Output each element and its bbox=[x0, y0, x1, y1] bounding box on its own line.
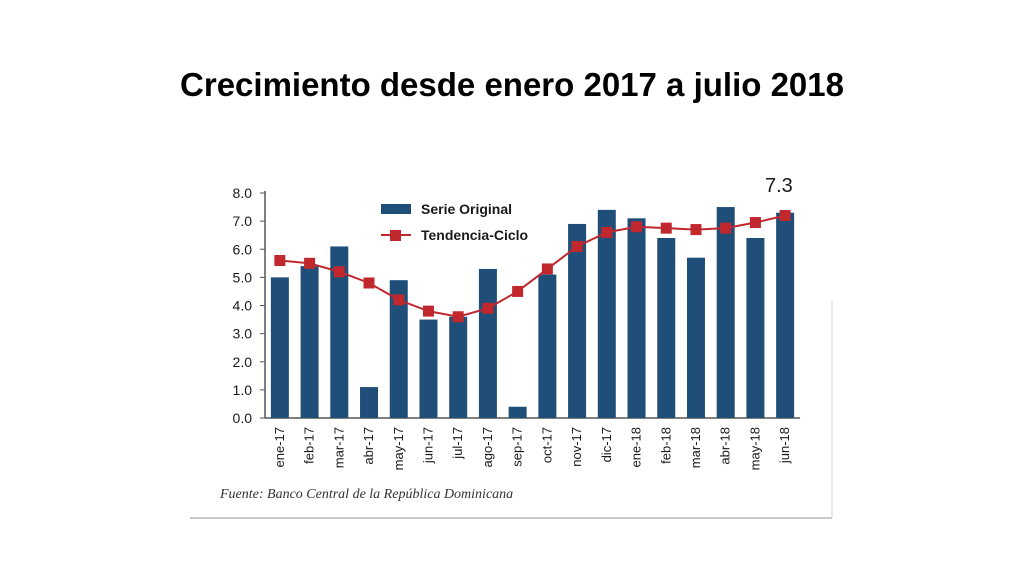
y-tick-label: 7.0 bbox=[233, 213, 253, 229]
trend-point bbox=[631, 221, 643, 233]
trend-point bbox=[749, 217, 761, 229]
trend-point bbox=[482, 302, 494, 314]
bar bbox=[300, 266, 319, 418]
bar bbox=[568, 223, 587, 418]
trend-point bbox=[720, 222, 732, 234]
trend-point bbox=[571, 240, 583, 252]
x-tick-label: ene-18 bbox=[629, 427, 644, 467]
slide-title: Crecimiento desde enero 2017 a julio 201… bbox=[180, 66, 844, 103]
x-tick-label: may-18 bbox=[747, 427, 762, 470]
trend-point bbox=[690, 224, 702, 236]
x-tick-label: may-17 bbox=[391, 427, 406, 470]
bar bbox=[478, 268, 497, 418]
legend-swatch-bar bbox=[381, 204, 411, 214]
y-tick-label: 0.0 bbox=[233, 410, 253, 426]
trend-point bbox=[422, 305, 434, 317]
y-tick-label: 2.0 bbox=[233, 354, 253, 370]
bar bbox=[627, 218, 646, 418]
trend-series bbox=[274, 210, 791, 323]
bar bbox=[657, 238, 676, 418]
legend-label-bar: Serie Original bbox=[421, 201, 512, 217]
bar bbox=[360, 387, 379, 418]
trend-point bbox=[779, 210, 791, 221]
trend-point bbox=[660, 222, 672, 234]
trend-point bbox=[274, 255, 286, 266]
x-tick-label: feb-17 bbox=[302, 427, 317, 464]
chart-legend: Serie Original Tendencia-Ciclo bbox=[381, 201, 528, 243]
bar bbox=[716, 207, 735, 418]
trend-line bbox=[279, 214, 786, 318]
bar bbox=[746, 238, 765, 418]
x-tick-label: dic-17 bbox=[599, 427, 614, 462]
x-tick-label: nov-17 bbox=[569, 427, 584, 467]
y-tick-label: 6.0 bbox=[233, 241, 253, 257]
y-tick-label: 5.0 bbox=[233, 269, 253, 285]
bar bbox=[330, 246, 349, 418]
trend-point bbox=[363, 277, 375, 289]
bar bbox=[419, 319, 438, 418]
x-tick-label: ago-17 bbox=[480, 427, 495, 467]
legend-swatch-marker bbox=[390, 230, 401, 241]
trend-point bbox=[541, 263, 553, 275]
bar bbox=[776, 212, 795, 418]
panel-right-rule bbox=[831, 300, 833, 518]
panel-bottom-rule bbox=[190, 517, 832, 519]
x-tick-label: jun-18 bbox=[777, 427, 792, 464]
bar bbox=[686, 257, 705, 418]
x-tick-label: ene-17 bbox=[272, 427, 287, 467]
trend-point bbox=[512, 285, 524, 297]
x-tick-label: feb-18 bbox=[658, 427, 673, 464]
bar bbox=[597, 209, 616, 418]
bar bbox=[538, 274, 557, 418]
x-tick-label: mar-18 bbox=[688, 427, 703, 468]
x-tick-label: oct-17 bbox=[539, 427, 554, 463]
bar bbox=[389, 280, 408, 418]
bar bbox=[508, 406, 527, 418]
legend-label-line: Tendencia-Ciclo bbox=[421, 227, 528, 243]
x-tick-label: jun-17 bbox=[420, 427, 435, 464]
x-tick-label: mar-17 bbox=[331, 427, 346, 468]
x-axis-labels: ene-17 feb-17 mar-17 abr-17 may-17 jun-17 jul-… bbox=[272, 427, 792, 470]
trend-point bbox=[601, 226, 613, 238]
trend-point bbox=[393, 294, 405, 306]
y-axis: 0.0 1.0 2.0 3.0 4.0 5.0 6.0 7.0 8.0 bbox=[233, 185, 800, 426]
source-note: Fuente: Banco Central de la República Do… bbox=[220, 487, 514, 502]
y-tick-label: 3.0 bbox=[233, 326, 253, 342]
bar bbox=[270, 277, 289, 418]
trend-point bbox=[452, 311, 464, 323]
x-tick-label: sep-17 bbox=[510, 427, 525, 467]
y-tick-label: 1.0 bbox=[233, 382, 253, 398]
y-tick-label: 8.0 bbox=[233, 185, 253, 201]
bar-series bbox=[270, 207, 795, 418]
x-tick-label: jul-17 bbox=[450, 427, 465, 460]
bar bbox=[449, 316, 468, 418]
trend-point bbox=[333, 266, 345, 278]
x-tick-label: abr-17 bbox=[361, 427, 376, 465]
last-value-annotation: 7.3 bbox=[765, 175, 793, 197]
trend-point bbox=[304, 257, 316, 269]
x-tick-label: abr-18 bbox=[718, 427, 733, 465]
y-tick-label: 4.0 bbox=[233, 298, 253, 314]
